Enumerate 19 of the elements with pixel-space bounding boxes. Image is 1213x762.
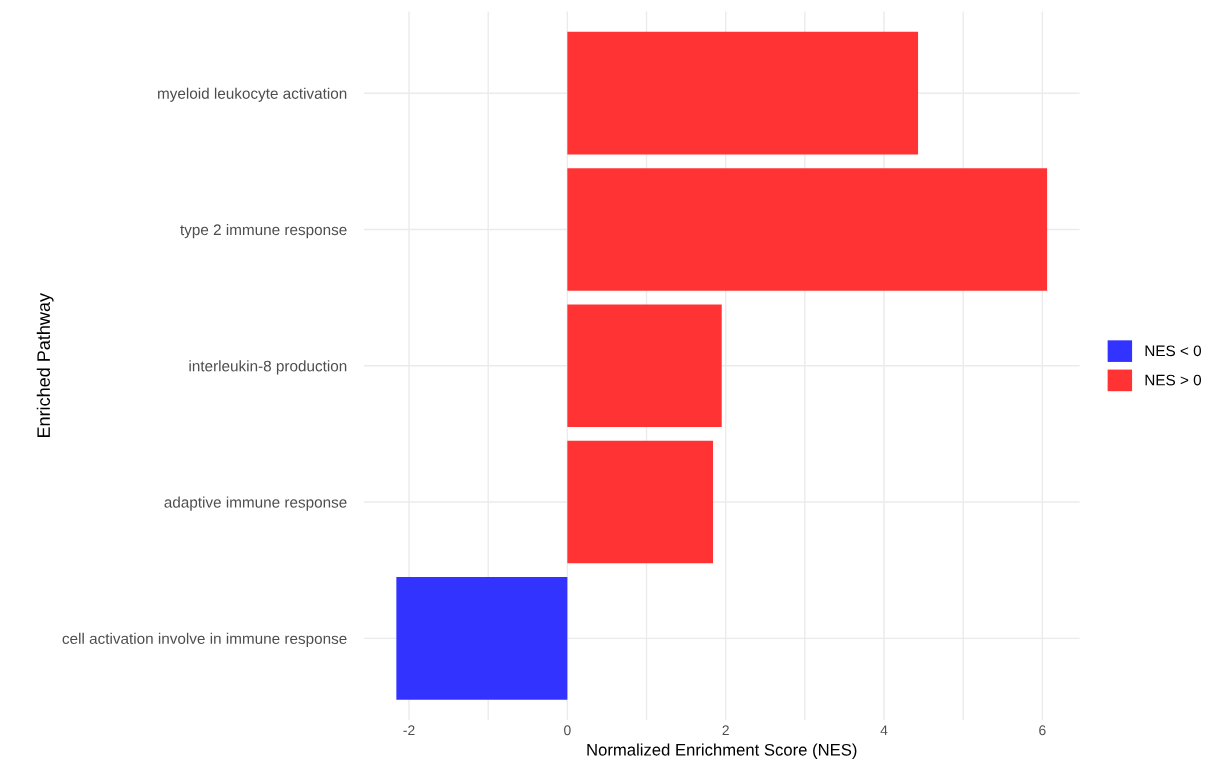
y-tick-label: type 2 immune response — [180, 223, 347, 239]
y-tick-label: interleukin-8 production — [189, 360, 347, 375]
legend-label: NES < 0 — [1145, 345, 1202, 357]
x-tick-label: 6 — [1039, 725, 1046, 736]
bar — [396, 577, 568, 700]
x-tick-label: 0 — [564, 725, 571, 736]
y-tick-label: cell activation involve in immune response — [62, 632, 347, 648]
bar — [567, 304, 722, 428]
bar — [567, 168, 1048, 291]
legend-label: NES > 0 — [1145, 374, 1202, 386]
x-axis-title: Normalized Enrichment Score (NES) — [587, 743, 857, 759]
y-axis-title: Enriched Pathway — [36, 293, 54, 438]
y-tick-label: adaptive immune response — [164, 496, 347, 511]
x-tick-label: 2 — [722, 725, 729, 736]
bar — [567, 440, 714, 564]
x-tick-label: 4 — [880, 725, 888, 736]
y-tick-label: myeloid leukocyte activation — [158, 87, 347, 102]
bar — [567, 31, 919, 155]
x-tick-label: -2 — [403, 725, 415, 736]
